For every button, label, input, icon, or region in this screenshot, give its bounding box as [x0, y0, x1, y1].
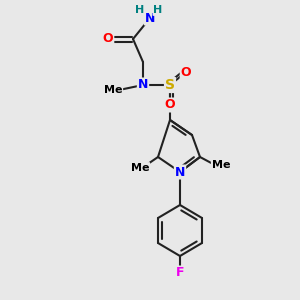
- Text: N: N: [145, 11, 155, 25]
- Text: H: H: [153, 5, 163, 15]
- Text: S: S: [165, 78, 175, 92]
- Text: Me: Me: [104, 85, 122, 95]
- Text: O: O: [165, 98, 175, 112]
- Text: N: N: [138, 79, 148, 92]
- Text: Me: Me: [212, 160, 230, 170]
- Text: O: O: [103, 32, 113, 46]
- Text: O: O: [181, 65, 191, 79]
- Text: F: F: [176, 266, 184, 280]
- Text: H: H: [135, 5, 145, 15]
- Text: Me: Me: [131, 163, 149, 173]
- Text: N: N: [175, 166, 185, 178]
